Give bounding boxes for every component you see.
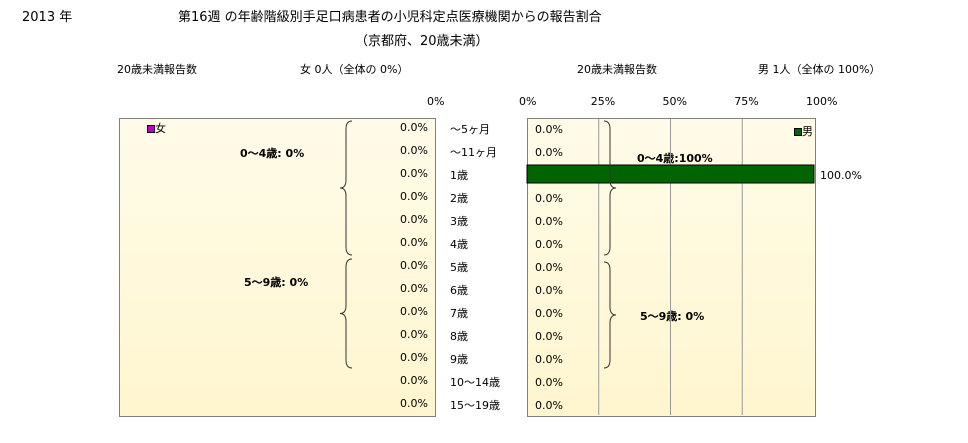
male-legend-swatch (794, 128, 802, 136)
chart-subtitle: （京都府、20歳未満） (355, 34, 489, 49)
male-axis-tick: 100% (806, 95, 838, 108)
female-data-label: 0.0% (400, 236, 428, 249)
male-data-label: 0.0% (535, 330, 563, 343)
age-category-label: 6歳 (450, 284, 468, 297)
age-category-label: 7歳 (450, 307, 468, 320)
male-axis-tick: 75% (734, 95, 759, 108)
female-legend: 女 (147, 120, 166, 136)
male-axis-tick: 0% (519, 95, 537, 108)
male-brace-0-4 (603, 120, 617, 256)
age-category-label: 15～19歳 (450, 399, 500, 412)
age-category-label: 10～14歳 (450, 376, 500, 389)
female-data-label: 0.0% (400, 213, 428, 226)
female-data-label: 0.0% (400, 374, 428, 387)
female-brace-0-4 (339, 120, 353, 256)
male-data-label: 0.0% (535, 123, 563, 136)
male-count-caption: 20歳未満報告数 (577, 63, 657, 76)
male-group-0-4: 0～4歳:100% (637, 152, 713, 165)
male-count-summary: 男 1人（全体の 100%） (758, 63, 881, 76)
year-label: 2013 年 (22, 10, 73, 25)
age-category-label: 2歳 (450, 192, 468, 205)
male-axis-tick: 25% (590, 95, 616, 108)
male-data-label: 0.0% (535, 376, 563, 389)
age-category-label: 1歳 (450, 169, 468, 182)
female-legend-swatch (147, 125, 155, 133)
female-data-label: 0.0% (400, 351, 428, 364)
male-brace-5-9 (603, 261, 617, 369)
female-data-label: 0.0% (400, 144, 428, 157)
age-category-label: 5歳 (450, 261, 468, 274)
male-data-label: 0.0% (535, 261, 563, 274)
female-data-label: 0.0% (400, 167, 428, 180)
age-category-label: 9歳 (450, 353, 468, 366)
age-category-label: ～11ヶ月 (450, 146, 497, 159)
age-category-label: 8歳 (450, 330, 468, 343)
male-data-label: 0.0% (535, 307, 563, 320)
male-legend-label: 男 (802, 125, 813, 138)
male-data-label: 0.0% (535, 284, 563, 297)
female-data-label: 0.0% (400, 305, 428, 318)
male-legend: 男 (794, 123, 813, 139)
male-data-label: 100.0% (820, 169, 862, 182)
female-axis-tick: 0% (427, 95, 445, 108)
female-brace-5-9 (339, 258, 353, 369)
male-data-label: 0.0% (535, 238, 563, 251)
female-data-label: 0.0% (400, 328, 428, 341)
female-group-0-4: 0～4歳: 0% (240, 147, 305, 160)
female-data-label: 0.0% (400, 259, 428, 272)
age-category-label: 3歳 (450, 215, 468, 228)
female-data-label: 0.0% (400, 190, 428, 203)
male-data-label: 0.0% (535, 215, 563, 228)
male-data-label: 0.0% (535, 192, 563, 205)
male-data-label: 0.0% (535, 399, 563, 412)
female-data-label: 0.0% (400, 282, 428, 295)
male-bar (526, 164, 815, 184)
female-group-5-9: 5～9歳: 0% (244, 276, 309, 289)
age-category-label: ～5ヶ月 (450, 123, 490, 136)
male-axis-tick: 50% (662, 95, 687, 108)
female-legend-label: 女 (155, 122, 166, 135)
male-data-label: 0.0% (535, 353, 563, 366)
female-data-label: 0.0% (400, 397, 428, 410)
male-data-label: 0.0% (535, 146, 563, 159)
female-plot-area (119, 118, 436, 417)
female-count-caption: 20歳未満報告数 (117, 63, 197, 76)
age-category-label: 4歳 (450, 238, 468, 251)
female-count-summary: 女 0人（全体の 0%） (300, 63, 409, 76)
male-group-5-9: 5～9歳: 0% (640, 310, 705, 323)
chart-title: 第16週 の年齢階級別手足口病患者の小児科定点医療機関からの報告割合 (178, 10, 602, 25)
female-data-label: 0.0% (400, 121, 428, 134)
